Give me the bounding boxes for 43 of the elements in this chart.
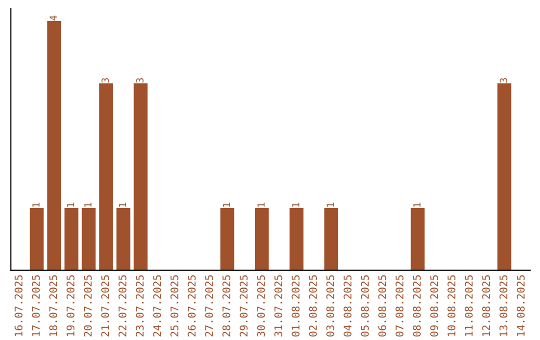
x-tick-label: 07.08.2025 [396, 275, 404, 336]
x-tick-label: 12.08.2025 [482, 275, 490, 336]
data-label: 1 [326, 202, 334, 207]
x-tick-label: 11.08.2025 [464, 275, 473, 336]
x-tick-label: 31.07.2025 [274, 275, 282, 336]
data-label: 1 [67, 202, 74, 207]
data-label: 1 [222, 202, 230, 207]
data-label: 1 [292, 202, 300, 207]
data-label: 1 [84, 202, 92, 207]
data-label: 1 [32, 202, 40, 207]
x-tick-label: 29.07.2025 [240, 275, 248, 336]
x-tick-label: 22.07.2025 [118, 275, 126, 336]
x-tick-label: 09.08.2025 [430, 275, 438, 336]
x-tick-label: 18.07.2025 [49, 275, 58, 336]
x-tick-label: 21.07.2025 [101, 275, 110, 336]
x-tick-label: 10.08.2025 [448, 275, 456, 336]
x-tick-label: 01.08.2025 [292, 275, 300, 336]
x-tick-label: 19.07.2025 [66, 275, 74, 336]
x-tick-label: 04.08.2025 [344, 275, 352, 336]
data-label: 1 [258, 202, 265, 207]
x-tick-label: 27.07.2025 [205, 275, 213, 336]
x-tick-label: 06.08.2025 [378, 275, 386, 336]
x-tick-label: 17.07.2025 [32, 275, 40, 336]
x-tick-label: 20.07.2025 [84, 275, 92, 336]
x-tick-label: 14.08.2025 [516, 275, 525, 336]
x-tick-label: 05.08.2025 [360, 275, 369, 336]
x-tick-label: 08.08.2025 [412, 275, 421, 336]
data-label: 1 [118, 202, 126, 207]
data-label: 3 [102, 78, 109, 83]
x-tick-label: 16.07.2025 [14, 275, 23, 336]
data-label: 3 [136, 78, 144, 83]
x-tick-label: 13.08.2025 [499, 275, 508, 336]
data-label: 3 [500, 78, 508, 83]
x-tick-label: 30.07.2025 [257, 275, 265, 336]
data-label: 1 [413, 202, 420, 207]
x-tick-label: 25.07.2025 [170, 275, 178, 336]
x-tick-label: 03.08.2025 [326, 275, 334, 336]
x-tick-label: 02.08.2025 [309, 275, 317, 336]
data-label: 4 [50, 16, 57, 20]
x-tick-label: 26.07.2025 [188, 275, 196, 336]
x-tick-label: 23.07.2025 [136, 275, 144, 336]
x-tick-label: 24.07.2025 [153, 275, 162, 336]
x-tick-label: 28.07.2025 [222, 275, 230, 336]
